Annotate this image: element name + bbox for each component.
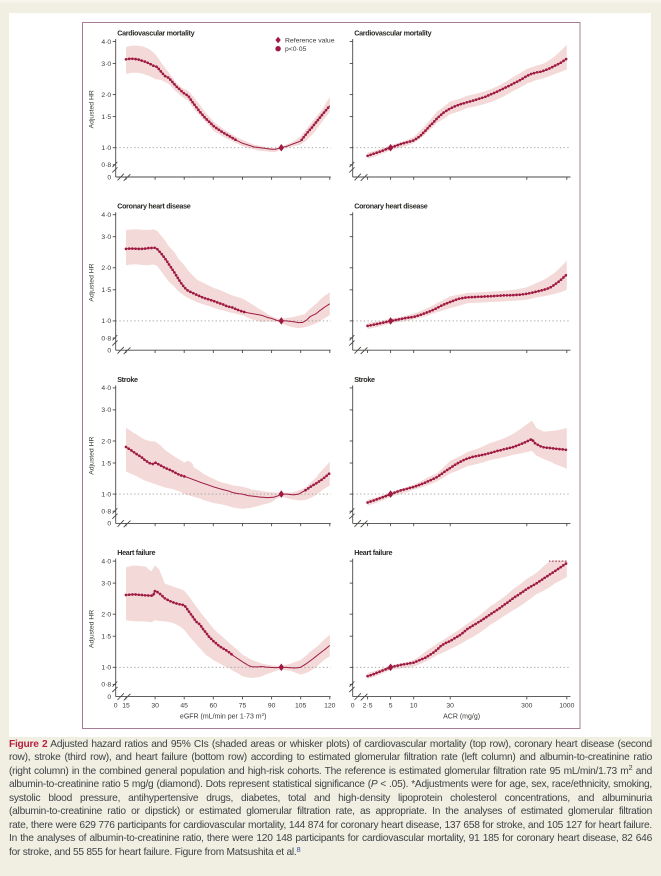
svg-text:90: 90 xyxy=(268,703,276,710)
svg-text:1·5: 1·5 xyxy=(101,460,111,467)
svg-text:4·0: 4·0 xyxy=(101,558,111,565)
svg-text:2·0: 2·0 xyxy=(101,92,111,99)
svg-text:Adjusted HR: Adjusted HR xyxy=(89,610,96,648)
svg-text:30: 30 xyxy=(446,703,454,710)
svg-text:0: 0 xyxy=(107,694,111,701)
svg-text:Coronary heart disease: Coronary heart disease xyxy=(117,202,191,211)
svg-text:Heart failure: Heart failure xyxy=(117,548,155,557)
svg-text:10: 10 xyxy=(410,703,418,710)
svg-text:1000: 1000 xyxy=(559,703,574,710)
svg-text:2·5: 2·5 xyxy=(363,703,373,710)
svg-text:Stroke: Stroke xyxy=(117,375,138,384)
svg-text:105: 105 xyxy=(295,703,307,710)
svg-text:0·8: 0·8 xyxy=(101,509,111,516)
svg-text:Stroke: Stroke xyxy=(354,375,375,384)
svg-text:1·0: 1·0 xyxy=(101,491,111,498)
svg-text:15: 15 xyxy=(122,703,130,710)
svg-text:3·0: 3·0 xyxy=(101,61,111,68)
svg-text:ACR (mg/g): ACR (mg/g) xyxy=(443,714,480,721)
svg-text:4·0: 4·0 xyxy=(101,385,111,392)
svg-text:30: 30 xyxy=(151,703,159,710)
svg-text:0: 0 xyxy=(107,348,111,355)
svg-text:300: 300 xyxy=(521,703,533,710)
svg-text:0·8: 0·8 xyxy=(101,335,111,342)
svg-text:1·0: 1·0 xyxy=(101,665,111,672)
svg-text:1·5: 1·5 xyxy=(101,634,111,641)
svg-text:1·0: 1·0 xyxy=(101,318,111,325)
svg-text:2·0: 2·0 xyxy=(101,612,111,619)
svg-text:Coronary heart disease: Coronary heart disease xyxy=(354,202,428,211)
svg-text:120: 120 xyxy=(324,703,336,710)
svg-text:45: 45 xyxy=(180,703,188,710)
svg-text:0·8: 0·8 xyxy=(101,682,111,689)
svg-text:Cardiovascular mortality: Cardiovascular mortality xyxy=(117,29,194,38)
svg-text:3·0: 3·0 xyxy=(101,580,111,587)
svg-text:0: 0 xyxy=(351,703,355,710)
svg-text:3·0: 3·0 xyxy=(101,407,111,414)
svg-text:0: 0 xyxy=(107,174,111,181)
svg-text:0: 0 xyxy=(107,521,111,528)
svg-text:75: 75 xyxy=(239,703,247,710)
svg-text:Cardiovascular mortality: Cardiovascular mortality xyxy=(354,29,431,38)
svg-text:1·5: 1·5 xyxy=(101,287,111,294)
svg-text:1·0: 1·0 xyxy=(101,145,111,152)
svg-text:Adjusted HR: Adjusted HR xyxy=(89,263,96,301)
svg-text:5: 5 xyxy=(389,703,393,710)
svg-text:Adjusted HR: Adjusted HR xyxy=(89,437,96,475)
svg-text:3·0: 3·0 xyxy=(101,234,111,241)
svg-text:2·0: 2·0 xyxy=(101,265,111,272)
svg-text:eGFR (mL/min per 1·73 m2): eGFR (mL/min per 1·73 m2) xyxy=(180,712,267,721)
svg-text:Reference value: Reference value xyxy=(285,37,335,44)
svg-text:Adjusted HR: Adjusted HR xyxy=(89,90,96,128)
svg-text:4·0: 4·0 xyxy=(101,212,111,219)
svg-text:Heart failure: Heart failure xyxy=(354,548,392,557)
svg-text:2·0: 2·0 xyxy=(101,438,111,445)
svg-text:0·8: 0·8 xyxy=(101,162,111,169)
svg-text:0: 0 xyxy=(114,703,118,710)
svg-text:60: 60 xyxy=(210,703,218,710)
svg-text:1·5: 1·5 xyxy=(101,114,111,121)
svg-text:p<0·05: p<0·05 xyxy=(285,46,307,53)
svg-text:4·0: 4·0 xyxy=(101,39,111,46)
